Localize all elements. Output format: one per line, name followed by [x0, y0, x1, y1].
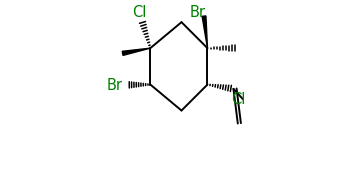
Text: Br: Br	[107, 78, 123, 93]
Text: Cl: Cl	[132, 5, 146, 20]
Text: Br: Br	[190, 5, 206, 20]
Polygon shape	[202, 16, 208, 48]
Polygon shape	[122, 48, 150, 55]
Text: Cl: Cl	[231, 92, 246, 107]
